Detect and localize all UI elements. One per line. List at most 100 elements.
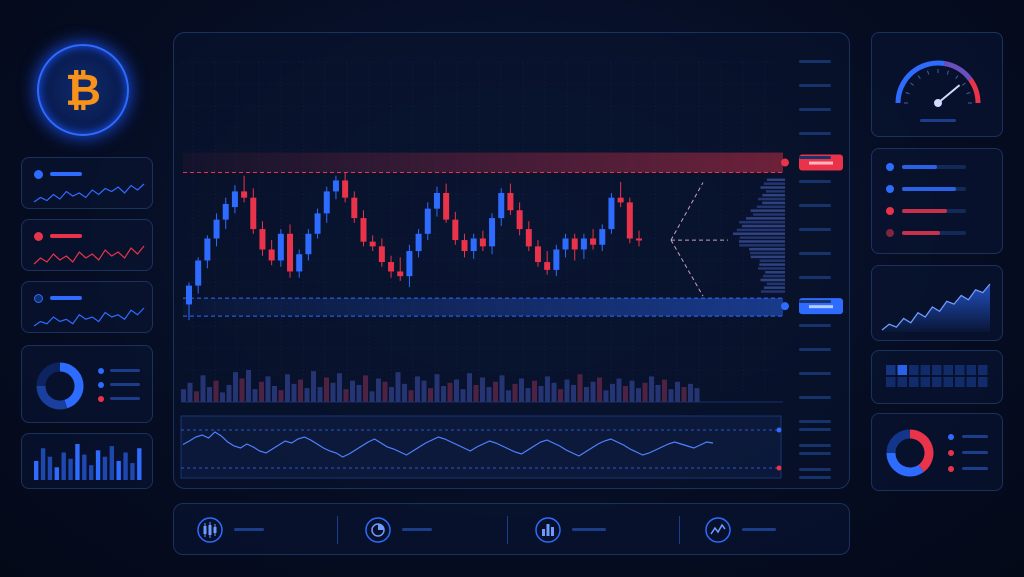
- gauge-card[interactable]: [871, 32, 1003, 137]
- price-axis-tick: [799, 132, 831, 135]
- mini-bar: [109, 446, 114, 480]
- gauge-tick: [966, 92, 971, 95]
- donut-segment: [886, 429, 911, 454]
- price-axis-tick: [799, 252, 831, 255]
- candle: [516, 202, 523, 236]
- candle-body: [599, 229, 606, 245]
- volume-profile-bar: [760, 278, 785, 282]
- heatmap-cell: [897, 377, 907, 387]
- volume-profile-bar: [760, 186, 785, 189]
- gauge-tick: [955, 75, 959, 80]
- volume-profile-bar: [765, 271, 785, 274]
- volume-bar: [519, 378, 524, 402]
- volume-bar: [389, 387, 394, 402]
- mini-bars-card[interactable]: [21, 433, 153, 489]
- mini-chart-card-2[interactable]: [21, 219, 153, 271]
- price-axis-tick: [799, 60, 831, 63]
- candle: [378, 238, 385, 267]
- donut-card-right[interactable]: [871, 413, 1003, 491]
- volume-bar: [252, 389, 258, 402]
- mini-bar: [54, 467, 59, 480]
- volume-bar: [623, 386, 628, 402]
- area-chart-card[interactable]: [871, 265, 1003, 341]
- volume-profile-bar: [756, 205, 785, 209]
- toolbar-item-pie[interactable]: [364, 516, 474, 544]
- heatmap-cell: [932, 377, 942, 387]
- volume-profile-bar: [750, 251, 785, 255]
- volume-bar: [441, 386, 446, 402]
- legend-placeholder: [110, 383, 140, 386]
- volume-bar: [629, 380, 635, 402]
- price-axis-tick: [799, 300, 831, 303]
- candlestick-icon: [197, 517, 223, 543]
- heatmap-cell: [886, 377, 896, 387]
- volume-bar: [311, 371, 316, 402]
- toolbar-item-bars[interactable]: [534, 516, 644, 544]
- candle: [525, 221, 532, 252]
- volume-bar: [642, 382, 648, 402]
- candle-body: [305, 233, 312, 255]
- volume-bar: [473, 384, 479, 402]
- gauge-tick: [910, 82, 915, 86]
- candle: [617, 181, 624, 208]
- donut-chart-left: [36, 362, 84, 410]
- volume-bar: [324, 377, 329, 402]
- candle-body: [580, 238, 587, 250]
- volume-bar: [213, 380, 219, 402]
- volume-profile-bar: [763, 286, 785, 289]
- candle-body: [360, 218, 367, 242]
- heatmap-cell: [966, 377, 976, 387]
- progress-dot: [886, 185, 894, 193]
- heatmap-card[interactable]: [871, 350, 1003, 404]
- progress-card[interactable]: [871, 148, 1003, 254]
- volume-bar: [304, 388, 310, 402]
- candle: [553, 244, 560, 277]
- volume-profile-bar: [741, 224, 785, 228]
- heatmap-cell: [932, 365, 942, 375]
- volume-bar: [551, 382, 557, 402]
- candle: [406, 244, 413, 288]
- candle-body: [636, 238, 642, 241]
- bitcoin-icon: ₿: [65, 64, 101, 116]
- line-chart-icon: [705, 517, 731, 543]
- oscillator-axis-tick: [799, 428, 831, 431]
- volume-profile-bar: [733, 232, 785, 236]
- volume-bar: [415, 376, 420, 402]
- heatmap-cell: [943, 365, 953, 375]
- gauge-arc: [895, 60, 945, 104]
- gauge-label-placeholder: [920, 119, 956, 122]
- candle: [424, 202, 431, 241]
- mini-chart-card-1[interactable]: [21, 157, 153, 209]
- price-axis-tick: [799, 348, 831, 351]
- candle: [590, 229, 597, 250]
- volume-bar: [259, 381, 264, 402]
- gauge-arc: [968, 78, 981, 104]
- volume-bar: [493, 381, 498, 402]
- candle: [342, 172, 349, 203]
- toolbar-item-line[interactable]: [704, 516, 814, 544]
- volume-bar: [467, 373, 472, 402]
- candle: [443, 183, 450, 223]
- volume-profile-bar: [762, 193, 785, 197]
- main-candlestick-chart[interactable]: [173, 32, 850, 489]
- mini-chart-card-3[interactable]: [21, 281, 153, 333]
- donut-card-left[interactable]: [21, 345, 153, 423]
- heatmap-cell: [920, 377, 930, 387]
- toolbar-item-candles[interactable]: [196, 516, 306, 544]
- volume-profile-bar: [759, 259, 785, 262]
- legend-dot: [98, 396, 104, 402]
- volume-bar: [343, 389, 349, 402]
- progress-fill: [902, 209, 947, 213]
- candle-body: [553, 249, 560, 270]
- gauge-arc: [943, 61, 973, 82]
- volume-bar: [298, 379, 303, 402]
- volume-bar: [356, 384, 362, 402]
- candle: [296, 249, 303, 278]
- volume-profile-bar: [766, 178, 785, 182]
- heatmap-cell: [978, 365, 988, 375]
- donut-segment: [36, 362, 61, 387]
- volume-bar: [616, 378, 622, 402]
- volume-bar: [499, 375, 505, 402]
- volume-bar: [525, 388, 531, 402]
- candle-body: [250, 197, 257, 230]
